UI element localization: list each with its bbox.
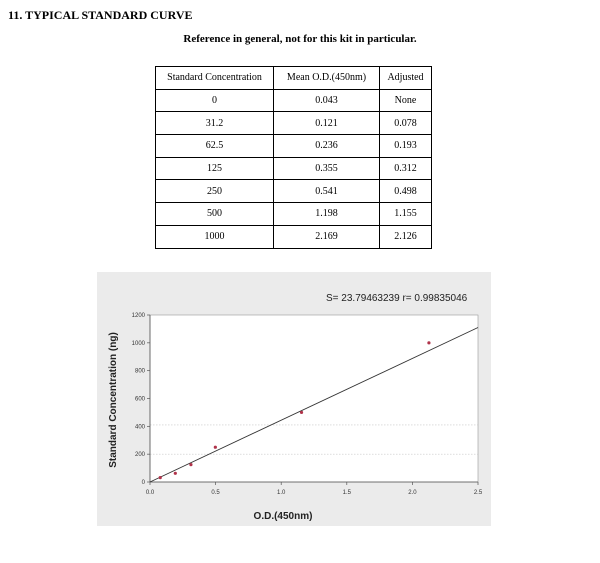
cell-mean-od: 2.169: [273, 224, 380, 249]
cell-mean-od: 0.236: [273, 134, 380, 158]
cell-concentration: 250: [155, 179, 274, 204]
y-tick-label: 400: [135, 424, 146, 430]
x-tick-label: 0.0: [146, 490, 155, 496]
y-tick-label: 800: [135, 369, 146, 375]
cell-mean-od: 0.541: [273, 179, 380, 204]
cell-mean-od: 0.355: [273, 156, 380, 181]
cell-concentration: 62.5: [155, 134, 274, 158]
y-tick-label: 1000: [132, 341, 146, 347]
cell-adjusted: 0.193: [379, 134, 432, 158]
cell-concentration: 500: [155, 202, 274, 226]
data-point: [299, 410, 304, 415]
data-point: [173, 471, 177, 475]
cell-mean-od: 1.198: [273, 202, 380, 226]
cell-adjusted: 0.312: [379, 156, 432, 181]
data-point: [158, 476, 162, 480]
x-tick-label: 0.5: [211, 490, 220, 496]
x-tick-label: 2.0: [408, 490, 417, 496]
cell-mean-od: 0.121: [273, 111, 380, 136]
cell-concentration: 0: [155, 88, 274, 113]
y-tick-label: 600: [135, 397, 146, 403]
data-point: [213, 445, 217, 449]
table-row: 62.5 0.236 0.193: [155, 134, 432, 158]
data-point: [189, 463, 193, 467]
cell-concentration: 1000: [155, 224, 274, 249]
x-axis-label: O.D.(450nm): [254, 511, 313, 522]
table-row: 125 0.355 0.312: [155, 156, 432, 181]
cell-adjusted: None: [379, 88, 432, 113]
header-standard-concentration: Standard Concentration: [155, 66, 274, 90]
cell-adjusted: 0.078: [379, 111, 432, 136]
table-row: 500 1.198 1.155: [155, 202, 432, 226]
header-mean-od: Mean O.D.(450nm): [273, 66, 380, 90]
cell-adjusted: 1.155: [379, 202, 432, 226]
table-row: 31.2 0.121 0.078: [155, 111, 432, 136]
cell-adjusted: 0.498: [379, 179, 432, 204]
data-point: [427, 341, 431, 345]
table-subtitle: Reference in general, not for this kit i…: [183, 33, 417, 45]
cell-adjusted: 2.126: [379, 224, 432, 249]
y-tick-label: 1200: [132, 313, 146, 319]
fit-line: [149, 327, 479, 483]
table-row: 0 0.043 None: [155, 88, 432, 113]
y-tick-label: 0: [142, 480, 146, 486]
cell-mean-od: 0.043: [273, 88, 380, 113]
cell-concentration: 31.2: [155, 111, 274, 136]
chart-annotation: S= 23.79463239 r= 0.99835046: [326, 293, 468, 304]
table-row: 250 0.541 0.498: [155, 179, 432, 204]
section-title: 11. TYPICAL STANDARD CURVE: [8, 8, 193, 22]
x-tick-label: 1.5: [343, 490, 352, 496]
y-axis-label: Standard Concentration (ng): [108, 332, 119, 468]
y-tick-label: 200: [135, 452, 146, 458]
chart-canvas: 0 200 400 600 800 1000 1200 0.0 0.5 1.0 1.5 2.0 2.5 S…: [108, 293, 483, 522]
plot-area: [149, 314, 479, 483]
standard-curve-chart: 0 200 400 600 800 1000 1200 0.0 0.5 1.0 1.5 2.0 2.5 S…: [97, 272, 491, 526]
standard-curve-table: Standard Concentration Mean O.D.(450nm) …: [155, 66, 432, 249]
x-tick-label: 2.5: [474, 490, 483, 496]
x-tick-label: 1.0: [277, 490, 286, 496]
table-row: 1000 2.169 2.126: [155, 224, 432, 249]
header-adjusted: Adjusted: [379, 66, 432, 90]
cell-concentration: 125: [155, 156, 274, 181]
table-header-row: Standard Concentration Mean O.D.(450nm) …: [155, 66, 432, 90]
